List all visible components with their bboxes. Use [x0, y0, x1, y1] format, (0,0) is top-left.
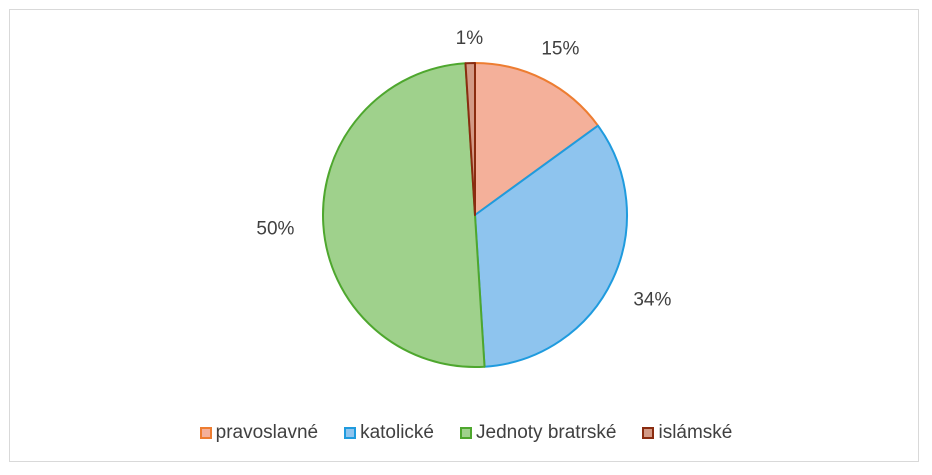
data-label-jednoty-bratrské: 50% — [256, 219, 294, 240]
legend-swatch — [344, 427, 357, 439]
legend-swatch — [460, 427, 472, 439]
legend-swatch — [642, 427, 655, 439]
data-label-katolické: 34% — [633, 289, 671, 310]
legend-label: Jednoty bratrské — [476, 422, 617, 443]
legend-item-jednoty-bratrské: Jednoty bratrské — [460, 422, 616, 444]
pie-slice-islámské — [464, 62, 476, 216]
pie-slice-pravoslavné — [474, 62, 599, 216]
data-label-islámské: 1% — [456, 28, 484, 49]
legend-label: pravoslavné — [215, 422, 319, 443]
legend-item-katolické: katolické — [344, 422, 434, 444]
legend-swatch — [199, 427, 212, 439]
legend-label: islámské — [658, 422, 733, 443]
chart-legend: pravoslavné katolické Jednoty bratrské islá… — [0, 422, 932, 444]
legend-item-pravoslavné: pravoslavné — [199, 422, 319, 444]
data-label-pravoslavné: 15% — [541, 38, 579, 59]
pie-slice-katolické — [474, 124, 628, 368]
legend-label: katolické — [360, 422, 434, 443]
pie-slice-jednoty-bratrské — [322, 62, 486, 368]
legend-item-islámské: islámské — [642, 422, 732, 444]
